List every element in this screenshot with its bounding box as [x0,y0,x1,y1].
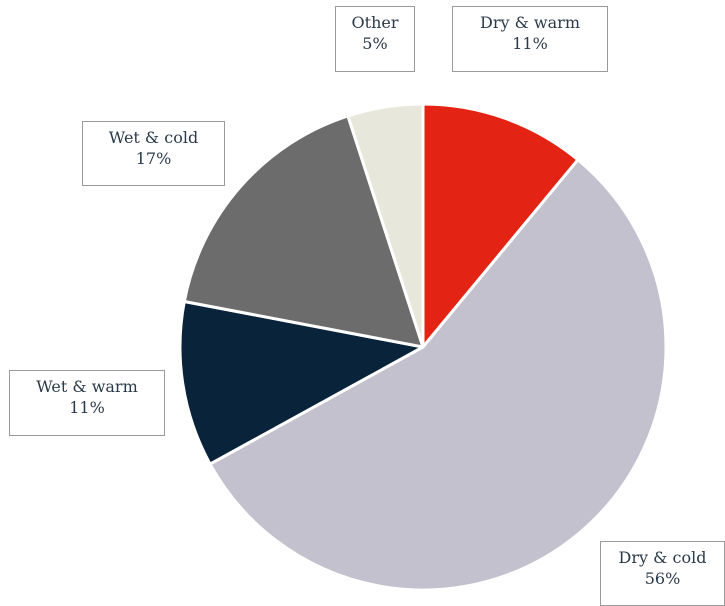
pie-slices [178,102,668,592]
slice-label-name: Dry & warm [480,13,580,32]
slice-label-other: Other 5% [335,6,415,72]
slice-label-dry-cold: Dry & cold 56% [600,541,725,606]
slice-label-name: Other [351,13,399,32]
slice-label-name: Wet & warm [36,377,138,396]
pie-slice-dry-cold [208,158,668,592]
pie-slice-wet-cold [182,114,425,349]
pie-slice-wet-warm [178,299,425,466]
slice-label-value: 11% [69,398,105,417]
slice-label-dry-warm: Dry & warm 11% [452,6,608,72]
slice-label-name: Dry & cold [618,548,707,567]
slice-label-name: Wet & cold [108,128,199,147]
slice-label-value: 17% [135,149,172,168]
slice-label-wet-warm: Wet & warm 11% [9,370,165,436]
pie-slice-dry-warm [421,102,580,349]
pie-slice-other [346,102,425,349]
slice-label-value: 11% [512,34,548,53]
slice-label-value: 56% [644,569,681,588]
slice-label-value: 5% [362,34,388,53]
slice-label-wet-cold: Wet & cold 17% [82,121,225,186]
